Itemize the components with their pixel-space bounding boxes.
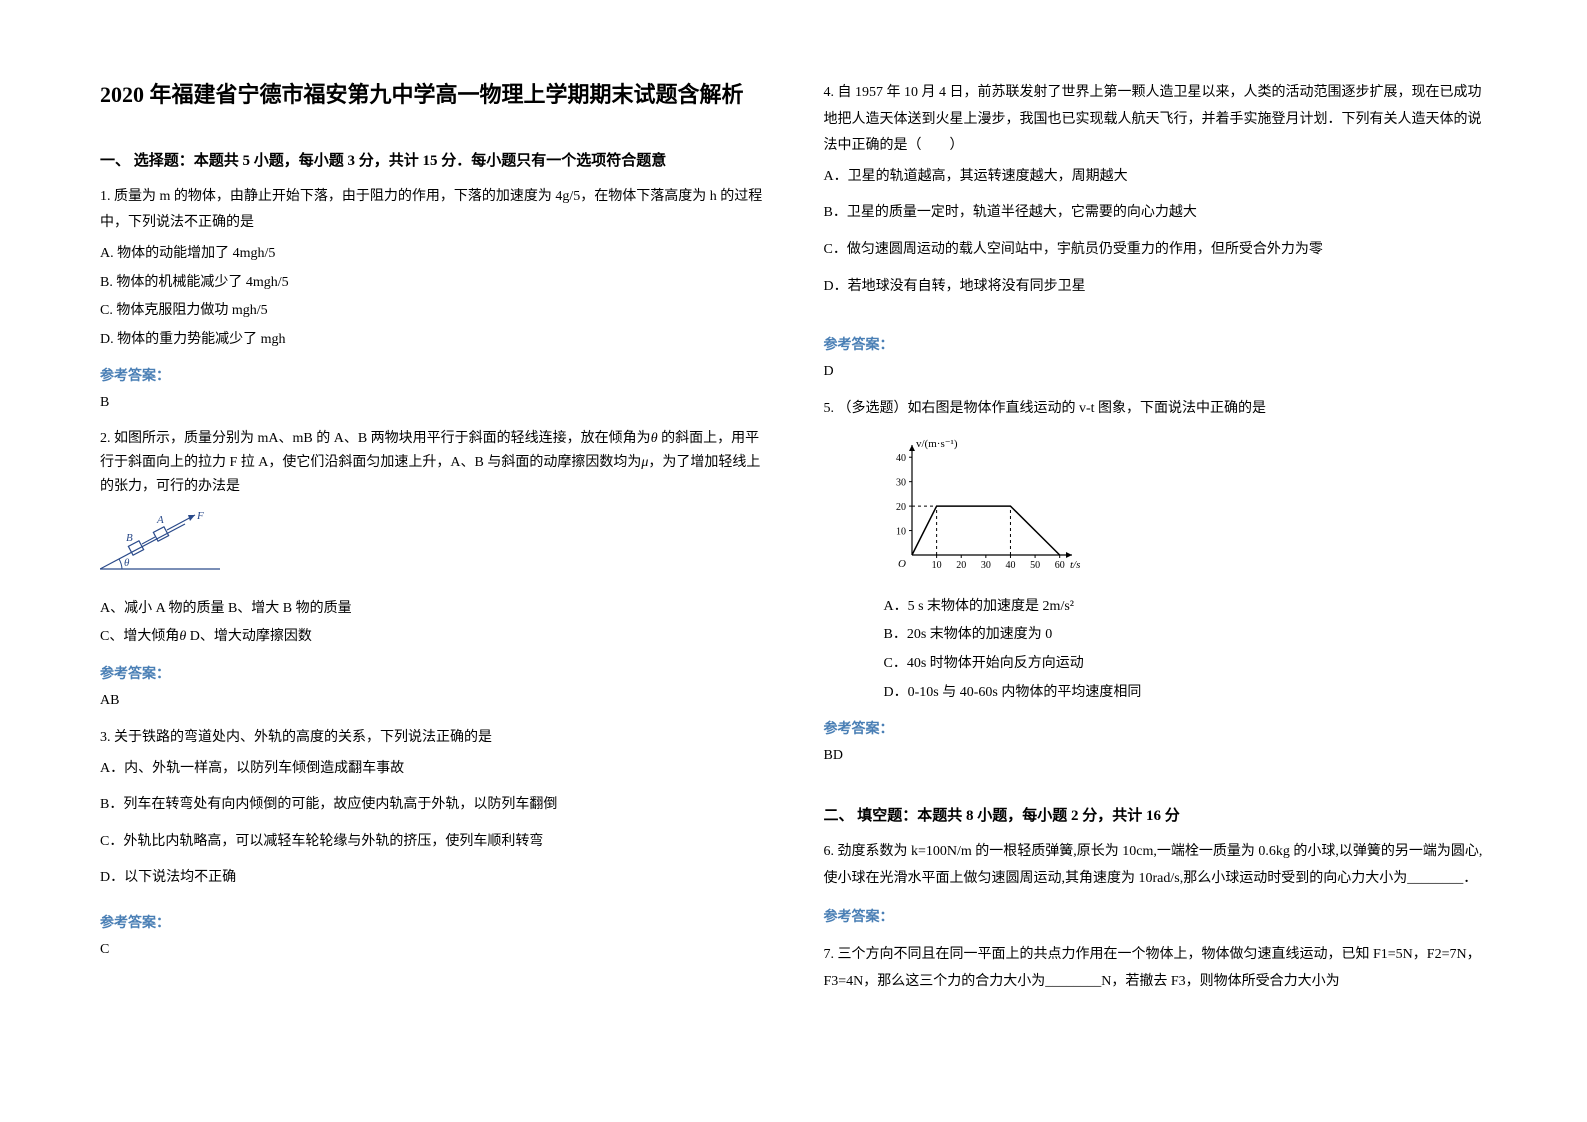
q4-option-b: B．卫星的质量一定时，轨道半径越大，它需要的向心力越大: [824, 200, 1488, 227]
q3-answer-label: 参考答案：: [100, 912, 764, 932]
svg-text:50: 50: [1030, 560, 1040, 571]
svg-text:v/(m·s⁻¹): v/(m·s⁻¹): [916, 438, 958, 450]
section-1-header: 一、 选择题：本题共 5 小题，每小题 3 分，共计 15 分．每小题只有一个选…: [100, 149, 764, 170]
q5-answer-label: 参考答案：: [824, 718, 1488, 738]
left-column: 2020 年福建省宁德市福安第九中学高一物理上学期期末试题含解析 一、 选择题：…: [100, 80, 764, 1082]
q1-option-b: B. 物体的机械能减少了 4mgh/5: [100, 270, 764, 297]
svg-text:40: 40: [896, 453, 906, 464]
right-column: 4. 自 1957 年 10 月 4 日，前苏联发射了世界上第一颗人造卫星以来，…: [824, 80, 1488, 1082]
section-2-header: 二、 填空题：本题共 8 小题，每小题 2 分，共计 16 分: [824, 804, 1488, 825]
q4-answer: D: [824, 364, 1488, 380]
q1-option-a: A. 物体的动能增加了 4mgh/5: [100, 241, 764, 268]
svg-text:30: 30: [980, 560, 990, 571]
q6-answer-label: 参考答案：: [824, 906, 1488, 926]
q2-stem-part1: 2. 如图所示，质量分别为 mA、mB 的 A、B 两物块用平行于斜面的轻线连接…: [100, 431, 651, 446]
q5-option-a: A．5 s 末物体的加速度是 2m/s²: [884, 594, 1488, 621]
q4-stem: 4. 自 1957 年 10 月 4 日，前苏联发射了世界上第一颗人造卫星以来，…: [824, 80, 1488, 160]
q5-option-d: D．0-10s 与 40-60s 内物体的平均速度相同: [884, 680, 1488, 707]
q1-answer-label: 参考答案：: [100, 365, 764, 385]
svg-text:t/s: t/s: [1070, 559, 1080, 571]
q3-option-a: A．内、外轨一样高，以防列车倾倒造成翻车事故: [100, 756, 764, 783]
vt-chart: 10 20 30 40 10 20 30 40 50 60 v/(m·s⁻¹) t/s O: [884, 433, 1488, 588]
q2-option-c-text: C、增大倾角: [100, 629, 179, 644]
svg-text:20: 20: [956, 560, 966, 571]
svg-text:20: 20: [896, 502, 906, 513]
q2-options-ab: A、减小 A 物的质量 B、增大 B 物的质量: [100, 596, 764, 623]
svg-text:10: 10: [896, 526, 906, 537]
svg-text:30: 30: [896, 477, 906, 488]
q4-option-c: C．做匀速圆周运动的载人空间站中，宇航员仍受重力的作用，但所受合外力为零: [824, 237, 1488, 264]
theta-label: θ: [124, 557, 130, 569]
q7-stem: 7. 三个方向不同且在同一平面上的共点力作用在一个物体上，物体做匀速直线运动，已…: [824, 942, 1488, 995]
q5-option-c: C．40s 时物体开始向反方向运动: [884, 651, 1488, 678]
q1-option-d: D. 物体的重力势能减少了 mgh: [100, 327, 764, 354]
q1-answer: B: [100, 395, 764, 411]
q2-option-d-text: D、增大动摩擦因数: [186, 629, 312, 644]
force-f-label: F: [196, 510, 204, 522]
q1-option-c: C. 物体克服阻力做功 mgh/5: [100, 298, 764, 325]
q2-answer-label: 参考答案：: [100, 663, 764, 683]
q4-answer-label: 参考答案：: [824, 334, 1488, 354]
block-a-label: A: [156, 514, 164, 526]
q3-answer: C: [100, 942, 764, 958]
q5-stem: 5. （多选题）如右图是物体作直线运动的 v-t 图象，下面说法中正确的是: [824, 396, 1488, 423]
q5-answer: BD: [824, 748, 1488, 764]
q4-option-d: D．若地球没有自转，地球将没有同步卫星: [824, 274, 1488, 301]
block-b-label: B: [126, 532, 133, 544]
q3-stem: 3. 关于铁路的弯道处内、外轨的高度的关系，下列说法正确的是: [100, 725, 764, 752]
svg-text:10: 10: [931, 560, 941, 571]
q3-option-b: B．列车在转弯处有向内倾倒的可能，故应使内轨高于外轨，以防列车翻倒: [100, 792, 764, 819]
q1-stem: 1. 质量为 m 的物体，由静止开始下落，由于阻力的作用，下落的加速度为 4g/…: [100, 184, 764, 237]
q4-option-a: A．卫星的轨道越高，其运转速度越大，周期越大: [824, 164, 1488, 191]
q5-option-b: B．20s 末物体的加速度为 0: [884, 622, 1488, 649]
q2-answer: AB: [100, 693, 764, 709]
q3-option-c: C．外轨比内轨略高，可以减轻车轮轮缘与外轨的挤压，使列车顺利转弯: [100, 829, 764, 856]
q2-options-cd: C、增大倾角θ D、增大动摩擦因数: [100, 624, 764, 651]
q3-option-d: D．以下说法均不正确: [100, 865, 764, 892]
svg-text:O: O: [898, 558, 906, 570]
incline-diagram: θ A B F: [100, 509, 764, 584]
svg-text:60: 60: [1054, 560, 1064, 571]
q2-stem: 2. 如图所示，质量分别为 mA、mB 的 A、B 两物块用平行于斜面的轻线连接…: [100, 427, 764, 498]
q6-stem: 6. 劲度系数为 k=100N/m 的一根轻质弹簧,原长为 10cm,一端栓一质…: [824, 839, 1488, 892]
theta-symbol: θ: [651, 431, 658, 446]
svg-text:40: 40: [1005, 560, 1015, 571]
page-title: 2020 年福建省宁德市福安第九中学高一物理上学期期末试题含解析: [100, 80, 764, 111]
